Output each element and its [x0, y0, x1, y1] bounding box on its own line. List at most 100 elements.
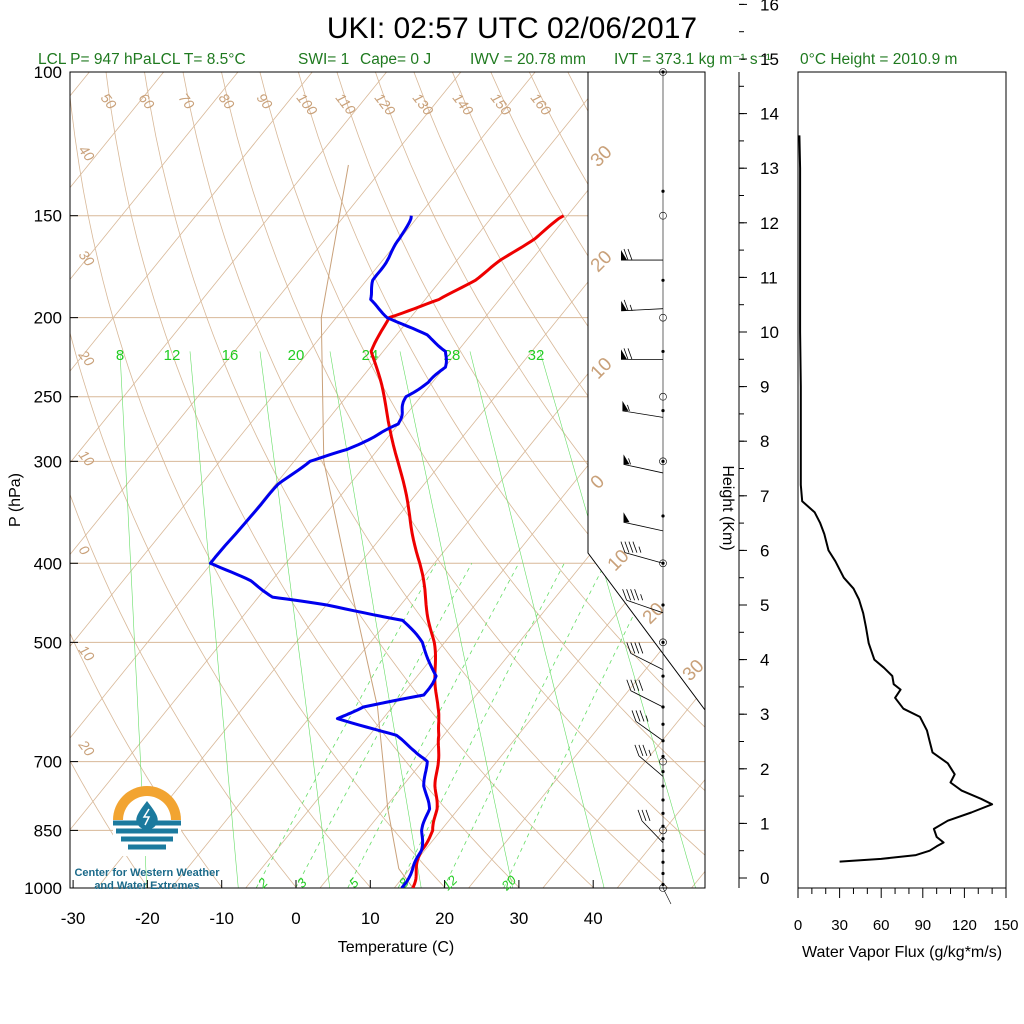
y-tick-label: 300 — [34, 452, 62, 471]
mixing-ratio-line — [397, 563, 565, 888]
cw3e-logo: Center for Western Weather and Water Ext… — [74, 786, 220, 892]
obs-dot — [661, 798, 665, 802]
mixing-ratio-line — [503, 563, 660, 888]
height-tick-label: 9 — [760, 378, 769, 397]
wind-barb — [637, 809, 664, 843]
wind-barb — [620, 541, 664, 564]
height-tick-label: 8 — [760, 432, 769, 451]
obs-dot — [661, 811, 665, 815]
flux-tick-label: 30 — [831, 917, 848, 934]
water-vapor-flux-line — [798, 135, 994, 863]
dry-adiabat — [375, 72, 705, 888]
adiabat-label: 10 — [587, 354, 617, 384]
isotherm — [393, 72, 705, 888]
dry-adiabat — [182, 72, 688, 888]
flux-series — [798, 135, 994, 863]
isotherm — [70, 72, 685, 888]
mixing-ratio-line — [347, 563, 520, 888]
mixing-ratio-line — [295, 563, 473, 888]
wind-barb — [634, 744, 664, 777]
adiabat-label: 20 — [587, 247, 617, 277]
mixing-ratio-label: 20 — [288, 347, 305, 364]
obs-dot — [661, 722, 665, 726]
isotherm — [70, 72, 387, 888]
obs-dot — [661, 769, 665, 774]
obs-dot — [661, 882, 665, 887]
wind-barb — [623, 454, 664, 474]
wind-barb — [622, 400, 664, 418]
flux-tick-label: 60 — [873, 917, 890, 934]
cape-value: Cape= 0 J — [360, 51, 431, 68]
isotherm-label: 10 — [76, 642, 98, 664]
height-tick-label: 13 — [760, 159, 779, 178]
parcel-curve — [320, 164, 414, 888]
dry-adiabat — [70, 72, 387, 888]
x-tick-label: 40 — [584, 909, 603, 928]
x-tick-label: 0 — [291, 909, 300, 928]
mixing-ratio-label: 8 — [116, 347, 124, 364]
dry-adiabat — [799, 72, 1024, 905]
skew-t-line-labels: 50 60 70 80 90 100 110 120 130 140 150 160403020100… — [75, 90, 708, 894]
obs-dot — [661, 674, 665, 678]
isotherm-label: 60 — [136, 90, 158, 112]
height-tick-label: 5 — [760, 596, 769, 615]
wind-barb — [621, 348, 663, 360]
flux-y-label: Height (Km) — [719, 465, 736, 550]
dry-adiabat — [70, 72, 462, 888]
skew-t-background — [70, 72, 1024, 905]
wind-barb — [621, 299, 664, 312]
dry-adiabat — [490, 72, 705, 888]
isotherm-label: 120 — [372, 90, 399, 118]
adiabat-label: 20 — [639, 599, 669, 629]
dry-adiabat — [70, 72, 161, 888]
isotherm-label: 130 — [410, 90, 437, 118]
mixing-ratio-line — [255, 563, 437, 888]
adiabat-label: 30 — [587, 142, 617, 172]
height-tick-label: 0 — [760, 869, 769, 888]
x-tick-label: -30 — [61, 909, 86, 928]
moist-adiabat — [399, 351, 513, 888]
height-tick-label: 3 — [760, 705, 769, 724]
dry-adiabat — [336, 72, 705, 888]
obs-dot — [661, 278, 665, 282]
x-tick-label: 10 — [361, 909, 380, 928]
skew-t-series — [208, 164, 565, 888]
height-tick-label: 1 — [760, 814, 769, 833]
obs-dot — [661, 837, 665, 841]
water-drop-icon — [136, 801, 158, 830]
isotherm-label: 20 — [75, 736, 98, 759]
isotherm — [766, 72, 1024, 888]
logo-text-line1: Center for Western Weather — [74, 867, 220, 879]
mixing-ratio-label: 2 — [254, 874, 271, 891]
moist-adiabat — [259, 351, 331, 888]
skew-y-label: P (hPa) — [7, 473, 24, 527]
isotherm — [70, 72, 610, 888]
y-tick-label: 1000 — [24, 879, 62, 898]
mixing-ratio-label: 12 — [439, 872, 460, 893]
dewpoint-line — [208, 215, 448, 888]
mixing-ratio-label: 32 — [528, 347, 545, 364]
level-marker — [659, 211, 667, 220]
wind-barb-column — [620, 68, 672, 905]
isotherm-label: 50 — [98, 90, 120, 112]
skew-x-label: Temperature (C) — [338, 939, 454, 956]
wind-barb — [623, 512, 664, 532]
isotherm-label: 110 — [333, 90, 359, 118]
lcl-temperature: LCL T= 8.5°C — [152, 51, 246, 68]
obs-dot — [661, 409, 665, 413]
obs-dot — [661, 824, 665, 828]
isotherm — [70, 72, 462, 888]
isotherm — [70, 72, 536, 888]
obs-dot — [661, 784, 665, 788]
obs-dot — [661, 603, 665, 607]
height-tick-label: 11 — [760, 268, 778, 287]
dry-adiabat — [413, 72, 705, 888]
isotherm-label: 80 — [216, 90, 238, 112]
level-marker — [659, 392, 667, 401]
isotherm-label: 70 — [176, 90, 198, 112]
obs-dot — [661, 189, 665, 193]
y-tick-label: 400 — [34, 554, 62, 573]
x-tick-label: 20 — [435, 909, 454, 928]
height-tick-label: 14 — [760, 105, 779, 124]
